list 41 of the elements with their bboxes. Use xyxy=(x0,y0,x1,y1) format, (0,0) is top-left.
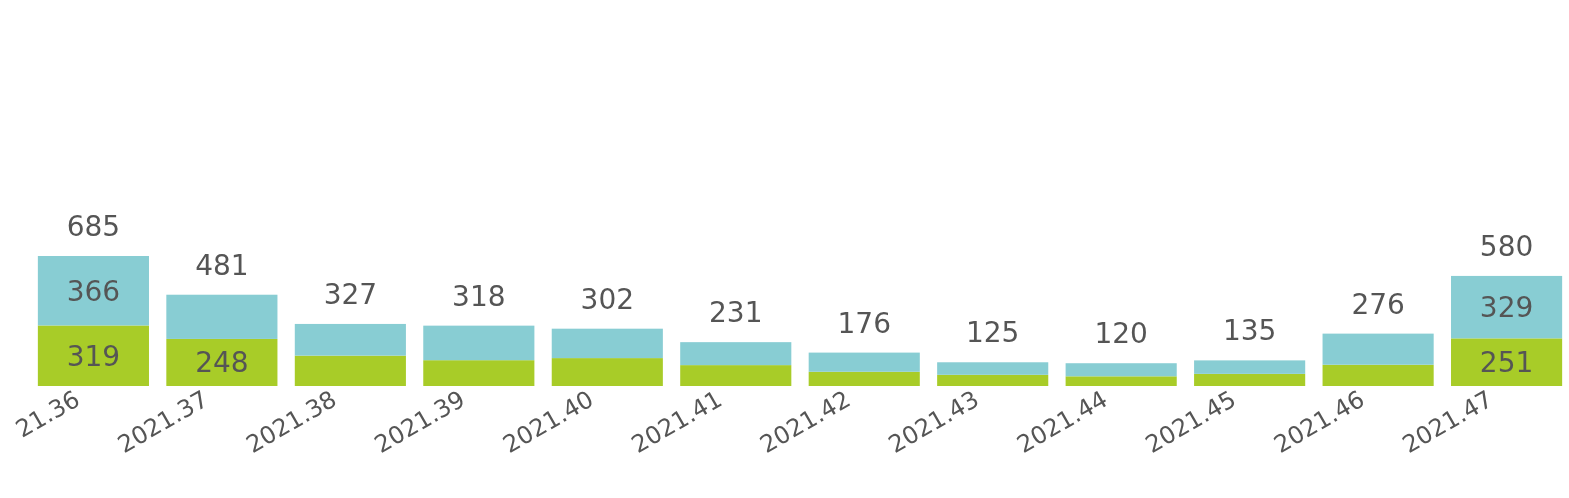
bar xyxy=(551,328,663,359)
bar xyxy=(1065,363,1177,377)
data-label: 366 xyxy=(66,274,121,308)
total-label: 125 xyxy=(965,316,1020,350)
data-label: 251 xyxy=(1479,346,1534,380)
total-label: 276 xyxy=(1351,287,1405,321)
data-label: 248 xyxy=(195,346,249,380)
bar xyxy=(808,371,920,386)
bar xyxy=(294,323,406,356)
bar xyxy=(423,325,535,361)
bar xyxy=(937,374,1049,386)
total-label: 302 xyxy=(580,282,635,316)
bar xyxy=(808,352,920,372)
bar xyxy=(1194,373,1306,386)
total-label: 176 xyxy=(837,306,891,340)
bar xyxy=(1065,376,1177,386)
bar xyxy=(294,355,406,386)
bar xyxy=(166,338,278,386)
total-label: 580 xyxy=(1479,229,1534,263)
bar xyxy=(680,365,792,386)
bar xyxy=(37,325,149,386)
bar xyxy=(680,342,792,366)
total-label: 481 xyxy=(195,248,249,282)
total-label: 685 xyxy=(66,210,121,243)
bar xyxy=(1194,360,1306,374)
data-label: 319 xyxy=(66,339,121,373)
data-label: 329 xyxy=(1479,291,1534,325)
bar xyxy=(551,358,663,386)
total-label: 120 xyxy=(1094,317,1148,351)
total-label: 318 xyxy=(452,279,506,313)
bar xyxy=(1451,275,1563,339)
total-label: 135 xyxy=(1222,314,1277,348)
bar xyxy=(1322,364,1434,386)
bar xyxy=(423,360,535,386)
bar xyxy=(37,256,149,326)
bar xyxy=(937,362,1049,375)
bar xyxy=(1451,338,1563,386)
bar xyxy=(1322,333,1434,365)
total-label: 327 xyxy=(323,277,378,311)
total-label: 231 xyxy=(709,296,763,330)
bar xyxy=(166,294,278,339)
